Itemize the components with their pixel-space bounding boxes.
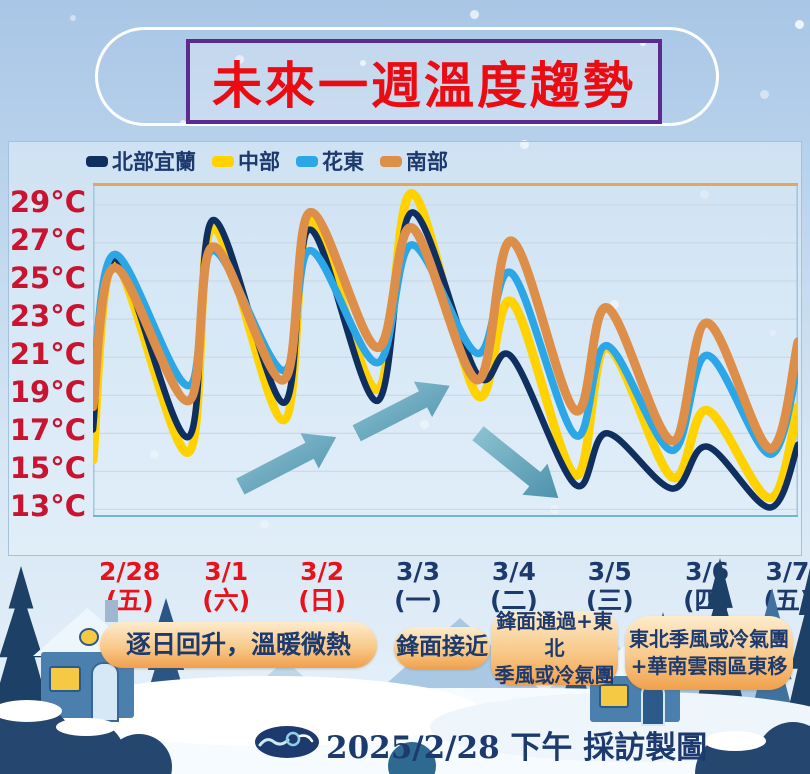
snowflake-dot (795, 20, 804, 29)
snowflake-dot (70, 15, 76, 21)
y-axis-tick-label: 27°C (9, 222, 86, 257)
x-axis-tick-label: 3/5 (三) (585, 557, 634, 615)
legend-label: 花東 (322, 150, 364, 174)
house-window (599, 684, 629, 708)
legend-item: 花東 (296, 146, 364, 176)
snowflake-dot (470, 10, 479, 19)
chimney (105, 600, 118, 622)
bush-snow-cap (0, 700, 62, 722)
legend-item: 南部 (380, 146, 448, 176)
annotation-line: 東北季風或冷氣團 (629, 627, 789, 651)
annotation-line: 鋒面通過+東北 (496, 608, 613, 660)
chart-legend: 北部宜蘭 中部 花東 南部 (86, 146, 448, 176)
y-axis-tick-label: 29°C (9, 184, 86, 219)
x-axis-tick-label: 3/4 (二) (489, 557, 538, 615)
legend-label: 南部 (406, 150, 448, 174)
weather-bureau-logo-icon (255, 726, 319, 758)
legend-swatch (86, 155, 108, 167)
bush-snow-cap (704, 731, 766, 751)
page-title: 未來一週溫度趨勢 (212, 56, 636, 115)
temperature-line-chart (93, 183, 798, 517)
bush-snow-cap (56, 718, 116, 736)
legend-label: 中部 (238, 150, 280, 174)
legend-swatch (296, 155, 318, 167)
annotation-line: 逐日回升，溫暖微熱 (125, 630, 351, 660)
forecast-annotation-box: 東北季風或冷氣團 +華南雲雨區東移 (625, 616, 793, 690)
y-axis-tick-label: 15°C (9, 451, 86, 486)
x-axis-tick-label: 3/2 (日) (298, 557, 347, 615)
legend-swatch (212, 155, 234, 167)
forecast-annotation-box: 逐日回升，溫暖微熱 (100, 622, 377, 668)
legend-swatch (380, 155, 402, 167)
snow-bush (388, 742, 436, 774)
title-pill-outline (95, 27, 719, 126)
series-line-south (93, 208, 798, 453)
legend-item: 中部 (212, 146, 280, 176)
y-axis-tick-label: 13°C (9, 489, 86, 524)
snowflake-dot (640, 40, 646, 46)
legend-label: 北部宜蘭 (112, 150, 196, 174)
x-axis-tick-label: 3/1 (六) (202, 557, 251, 615)
attic-window (79, 628, 99, 646)
house-window (49, 666, 81, 692)
forecast-annotation-box: 鋒面接近 (394, 627, 490, 669)
annotation-line: +華南雲雨區東移 (630, 654, 788, 678)
forecast-annotation-box: 鋒面通過+東北 季風或冷氣團 (491, 608, 618, 687)
trend-up-arrow (352, 381, 450, 442)
y-axis-tick-label: 23°C (9, 299, 86, 334)
annotation-line: 鋒面接近 (396, 634, 488, 661)
annotation-line: 季風或冷氣團 (494, 662, 615, 687)
y-axis-tick-label: 25°C (9, 261, 86, 295)
footer: 2025/2/28 下午 採訪製圖 (0, 718, 810, 766)
y-axis-tick-label: 19°C (9, 375, 86, 410)
snowflake-dot (760, 90, 769, 99)
legend-item: 北部宜蘭 (86, 146, 196, 176)
y-axis-tick-label: 17°C (9, 413, 86, 448)
x-axis-tick-label: 3/3 (一) (394, 557, 442, 615)
house-door (91, 662, 119, 722)
snowflake-dot (235, 55, 244, 64)
title-box: 未來一週溫度趨勢 (186, 39, 662, 124)
y-axis-tick-label: 21°C (9, 337, 86, 372)
snowflake-dot (360, 60, 366, 66)
trend-down-arrow (472, 426, 559, 498)
trend-up-arrow (236, 433, 337, 495)
credit-text: 2025/2/28 下午 採訪製圖 (326, 730, 708, 766)
